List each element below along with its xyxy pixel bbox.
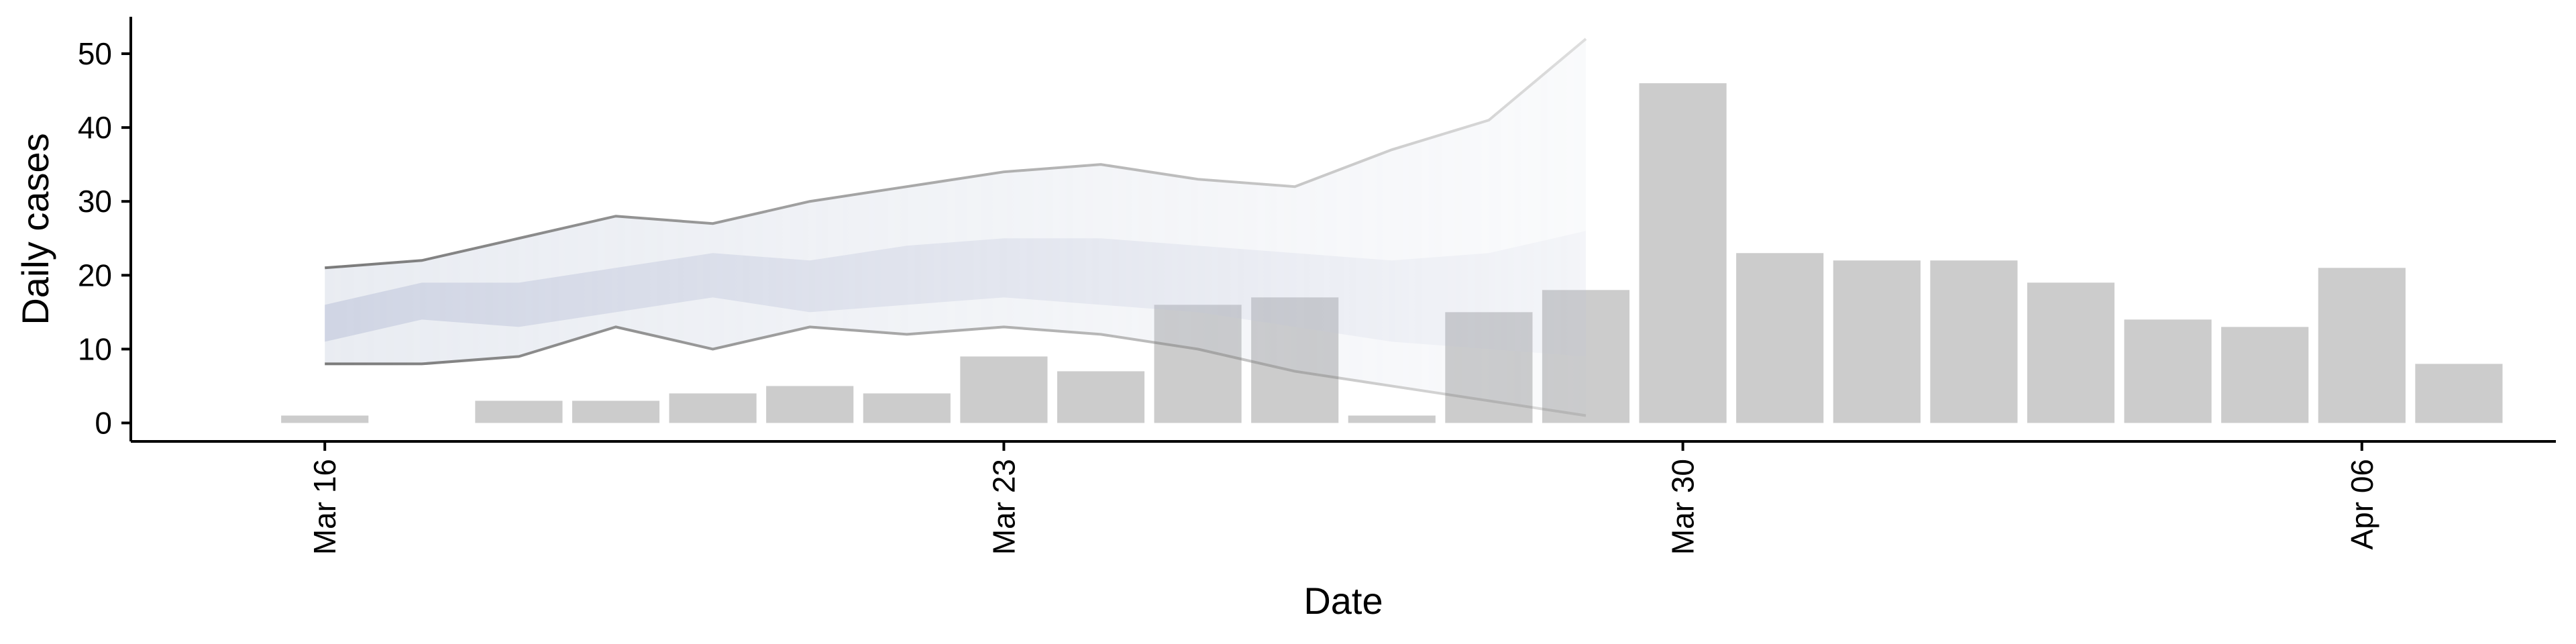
bar-2020-03-20	[669, 393, 757, 423]
bar-2020-03-21	[766, 386, 854, 423]
bar-2020-03-25	[1154, 305, 1242, 423]
bar-2020-04-05	[2221, 327, 2309, 423]
bar-2020-04-06	[2318, 268, 2406, 423]
bar-2020-03-24	[1057, 371, 1145, 423]
bar-2020-03-31	[1736, 253, 1824, 423]
x-tick-label: Apr 06	[2345, 459, 2379, 550]
outer-band-upper-line	[325, 38, 1587, 270]
x-ticks: Mar 16 Mar 23 Mar 30 Apr 06	[307, 441, 2379, 555]
x-axis-title: Date	[1303, 580, 1383, 622]
bar-2020-03-30	[1639, 83, 1727, 423]
outer-band-lower-line	[325, 325, 1587, 417]
bar-2020-03-19	[572, 400, 660, 423]
bar-2020-03-27	[1348, 415, 1436, 423]
bar-2020-04-04	[2124, 319, 2212, 423]
y-tick-label: 10	[78, 331, 112, 366]
bar-2020-04-02	[1930, 260, 2018, 423]
bar-2020-03-18	[475, 400, 563, 423]
bar-2020-04-01	[1833, 260, 1921, 423]
axes	[129, 17, 2556, 443]
x-tick-label: Mar 30	[1666, 459, 1701, 555]
y-tick-label: 30	[78, 184, 112, 219]
bar-2020-04-03	[2027, 282, 2115, 423]
y-ticks: 0 10 20 30 40 50	[78, 36, 131, 440]
outer-band	[325, 39, 1587, 416]
estimate-bands	[325, 38, 1587, 417]
y-tick-label: 0	[95, 405, 112, 440]
x-tick-label: Mar 23	[986, 459, 1021, 555]
bar-2020-03-23	[960, 356, 1048, 423]
bar-2020-03-22	[863, 393, 951, 423]
x-tick-label: Mar 16	[307, 459, 342, 555]
inner-band	[325, 231, 1587, 357]
y-tick-label: 20	[78, 258, 112, 292]
y-axis-title: Daily cases	[14, 133, 56, 325]
y-tick-label: 40	[78, 110, 112, 145]
bar-2020-03-16	[281, 415, 369, 423]
bar-2020-04-07	[2415, 364, 2503, 423]
y-tick-label: 50	[78, 36, 112, 71]
